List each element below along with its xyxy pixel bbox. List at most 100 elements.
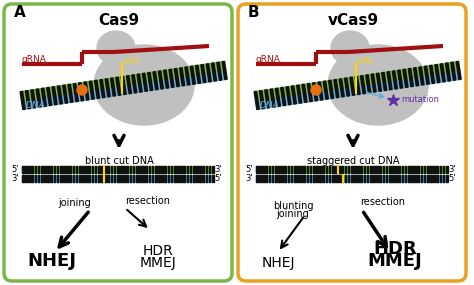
Polygon shape (302, 84, 306, 93)
Polygon shape (436, 74, 440, 83)
Bar (380, 166, 381, 173)
Polygon shape (350, 77, 354, 86)
Bar (130, 175, 131, 182)
Bar (180, 166, 182, 173)
Polygon shape (208, 73, 211, 82)
Text: gRNA: gRNA (256, 54, 281, 64)
Bar (259, 175, 261, 182)
Text: MMEJ: MMEJ (140, 256, 176, 270)
Polygon shape (73, 84, 77, 93)
Text: MMEJ: MMEJ (368, 252, 422, 270)
Polygon shape (266, 99, 270, 108)
Bar (22, 166, 212, 173)
Bar (361, 166, 362, 173)
Bar (76, 166, 77, 173)
Polygon shape (54, 95, 57, 105)
Polygon shape (265, 90, 268, 99)
Bar (193, 166, 195, 173)
Polygon shape (323, 81, 327, 90)
Polygon shape (420, 76, 424, 85)
Polygon shape (275, 88, 279, 97)
Polygon shape (20, 91, 24, 101)
Bar (392, 175, 394, 182)
Polygon shape (218, 71, 222, 80)
Bar (420, 166, 422, 173)
Bar (345, 175, 346, 182)
Circle shape (77, 85, 87, 95)
Polygon shape (314, 91, 318, 101)
Bar (357, 175, 359, 182)
Polygon shape (41, 88, 45, 97)
Bar (282, 166, 283, 173)
Bar (79, 175, 81, 182)
Polygon shape (158, 71, 162, 80)
Bar (440, 175, 441, 182)
Ellipse shape (94, 45, 194, 125)
Text: gRNA: gRNA (22, 54, 47, 64)
Text: resection: resection (361, 197, 405, 207)
Bar (297, 166, 299, 173)
Bar (392, 166, 394, 173)
Polygon shape (222, 61, 226, 71)
Polygon shape (217, 62, 220, 72)
Bar (376, 175, 378, 182)
Bar (294, 166, 296, 173)
Polygon shape (398, 70, 401, 79)
Bar (161, 175, 163, 182)
Circle shape (311, 85, 321, 95)
Bar (345, 166, 346, 173)
Bar (313, 175, 315, 182)
Polygon shape (181, 77, 185, 86)
Bar (418, 175, 419, 182)
Text: 3': 3' (214, 165, 222, 174)
Bar (123, 175, 125, 182)
Polygon shape (64, 94, 68, 103)
Text: staggered cut DNA: staggered cut DNA (307, 156, 399, 166)
Bar (142, 166, 144, 173)
Bar (301, 166, 302, 173)
Bar (120, 166, 122, 173)
Bar (430, 166, 432, 173)
Polygon shape (190, 66, 194, 75)
Text: 5': 5' (246, 165, 253, 174)
Bar (408, 175, 410, 182)
Bar (401, 166, 403, 173)
Polygon shape (153, 72, 157, 81)
Bar (367, 166, 368, 173)
Polygon shape (297, 85, 301, 94)
Bar (38, 175, 39, 182)
Bar (256, 175, 446, 182)
Bar (259, 166, 261, 173)
Bar (408, 166, 410, 173)
Bar (54, 166, 55, 173)
Bar (117, 166, 118, 173)
Polygon shape (399, 79, 403, 88)
Polygon shape (408, 68, 412, 78)
Bar (262, 175, 264, 182)
Polygon shape (142, 73, 146, 82)
Bar (22, 175, 24, 182)
Bar (440, 166, 441, 173)
Bar (297, 175, 299, 182)
Polygon shape (303, 93, 307, 102)
Polygon shape (328, 80, 332, 89)
Bar (303, 166, 305, 173)
Bar (411, 166, 413, 173)
Text: HDR: HDR (373, 240, 417, 258)
Polygon shape (96, 89, 100, 99)
Polygon shape (313, 83, 316, 92)
Text: B: B (248, 5, 260, 20)
Bar (177, 166, 179, 173)
Bar (127, 175, 128, 182)
Bar (164, 175, 166, 182)
Bar (357, 166, 359, 173)
Bar (433, 166, 435, 173)
Text: blunting: blunting (273, 201, 313, 211)
Bar (190, 175, 191, 182)
Polygon shape (392, 71, 396, 80)
Polygon shape (355, 76, 359, 86)
Bar (108, 166, 109, 173)
Polygon shape (452, 71, 456, 80)
Polygon shape (213, 72, 217, 81)
Bar (420, 175, 422, 182)
